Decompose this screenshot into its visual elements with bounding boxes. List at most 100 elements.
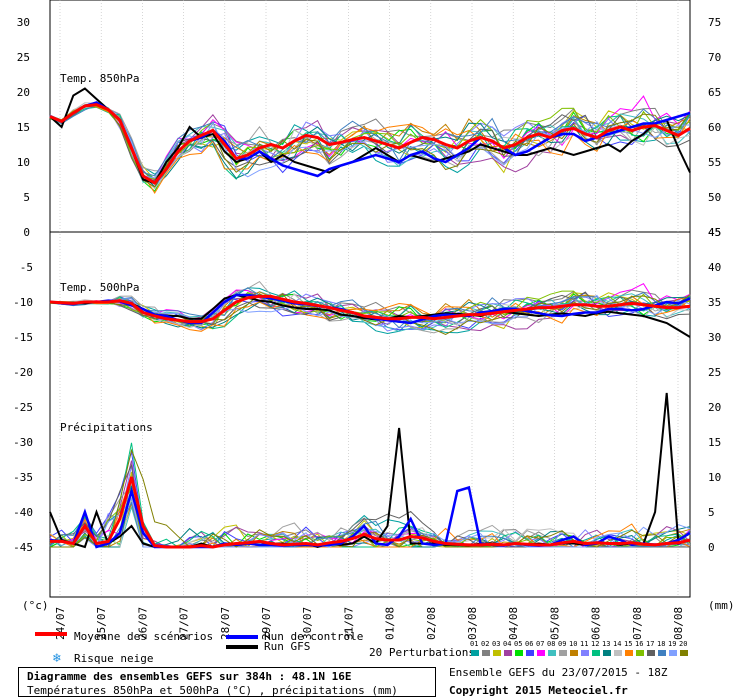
perturbation-color-box: [526, 650, 534, 656]
member-line-t500-15: [49, 295, 691, 332]
panel-frame-lower: [49, 231, 691, 598]
t850-right-tick: 50: [708, 191, 721, 204]
t500-left-tick: -20: [13, 366, 33, 379]
legend-gfs-label: Run GFS: [264, 640, 311, 653]
perturbation-color-box: [614, 650, 622, 656]
mean-line-precip: [50, 476, 691, 549]
date-tick-label: 08/08: [672, 607, 685, 640]
perturbation-color-box: [482, 650, 490, 656]
precip-right-tick: 25: [708, 366, 721, 379]
panel-title-t850: Temp. 850hPa: [60, 72, 139, 85]
legend-snow-label: Risque neige: [74, 652, 154, 665]
perturbation-number: 18: [657, 640, 666, 648]
t850-left-tick: 20: [17, 86, 30, 99]
panel-title-precip: Précipitations: [60, 421, 153, 434]
date-tick-label: 29/07: [260, 607, 273, 640]
date-tick-label: 07/08: [631, 607, 644, 640]
t850-left-tick: 30: [17, 16, 30, 29]
date-tick-label: 26/07: [136, 607, 149, 640]
perturbation-color-box: [570, 650, 578, 656]
member-line-t850-05: [49, 105, 691, 192]
legend-mean-label: Moyenne des scénarios: [74, 630, 214, 643]
date-tick-label: 02/08: [425, 607, 438, 640]
member-line-t850-04: [49, 105, 691, 183]
t850-left-tick: 25: [17, 51, 30, 64]
right-unit-label: (mm): [708, 599, 735, 612]
t500-left-tick: -10: [13, 296, 33, 309]
perturbation-number: 06: [525, 640, 534, 648]
precip-right-tick: 40: [708, 261, 721, 274]
perturbation-number: 10: [569, 640, 578, 648]
t850-left-tick: 5: [23, 191, 30, 204]
perturbation-color-box: [669, 650, 677, 656]
info-subtitle: Températures 850hPa et 500hPa (°C) , pré…: [27, 684, 398, 697]
perturbation-color-box: [636, 650, 644, 656]
perturbation-number: 03: [492, 640, 501, 648]
date-tick-label: 24/07: [54, 607, 67, 640]
perturbation-number: 09: [558, 640, 567, 648]
member-line-t850-02: [49, 103, 691, 185]
member-series: [49, 95, 691, 548]
perturbation-number: 07: [536, 640, 545, 648]
date-tick-label: 06/08: [590, 607, 603, 640]
member-line-t850-20: [49, 103, 691, 188]
axis-ticks: 30252015105075706560555045-5-10-15-20-25…: [13, 16, 721, 640]
t850-left-tick: 0: [23, 226, 30, 239]
member-line-t500-13: [49, 296, 691, 329]
t500-left-tick: -45: [13, 541, 33, 554]
perturbation-number: 20: [679, 640, 688, 648]
perturbation-color-box: [493, 650, 501, 656]
perturbation-number: 12: [591, 640, 600, 648]
copyright-label: Copyright 2015 Meteociel.fr: [449, 684, 628, 697]
perturbation-number: 04: [503, 640, 512, 648]
perturbation-color-box: [680, 650, 688, 656]
perturbation-color-box: [548, 650, 556, 656]
precip-right-tick: 35: [708, 296, 721, 309]
legend-mean-swatch: [35, 632, 67, 636]
info-box: Diagramme des ensembles GEFS sur 384h : …: [18, 667, 436, 697]
snowflake-icon: ❄: [53, 651, 61, 666]
t850-right-tick: 60: [708, 121, 721, 134]
perturbation-number: 14: [613, 640, 622, 648]
t500-left-tick: -5: [20, 261, 33, 274]
t500-left-tick: -35: [13, 471, 33, 484]
perturbation-number: 17: [646, 640, 655, 648]
plot-frame: [49, 0, 691, 598]
date-tick-label: 30/07: [301, 607, 314, 640]
perturbation-number: 08: [547, 640, 556, 648]
perturbation-color-box: [581, 650, 589, 656]
perturbation-number: 19: [668, 640, 677, 648]
main-series: [49, 87, 691, 549]
member-line-t850-15: [49, 105, 691, 194]
perturbation-number: 13: [602, 640, 611, 648]
left-unit-label: (°c): [22, 599, 49, 612]
member-line-t500-18: [49, 287, 691, 329]
t500-left-tick: -40: [13, 506, 33, 519]
date-tick-label: 28/07: [219, 607, 232, 640]
mean-line-t850: [49, 103, 691, 185]
perturbation-number: 11: [580, 640, 589, 648]
t850-right-tick: 55: [708, 156, 721, 169]
perturbation-color-box: [647, 650, 655, 656]
precip-right-tick: 30: [708, 331, 721, 344]
perturbation-number: 16: [635, 640, 644, 648]
member-line-t500-20: [49, 293, 691, 336]
perturbation-color-box: [559, 650, 567, 656]
t850-left-tick: 15: [17, 121, 30, 134]
precip-right-tick: 45: [708, 226, 721, 239]
member-line-t850-08: [49, 102, 691, 183]
gfs-line-precip: [49, 392, 691, 549]
t500-left-tick: -25: [13, 401, 33, 414]
t850-right-tick: 70: [708, 51, 721, 64]
legend-gfs-swatch: [226, 645, 258, 649]
perturbation-color-box: [537, 650, 545, 656]
precip-right-tick: 20: [708, 401, 721, 414]
date-tick-label: 01/08: [384, 607, 397, 640]
legend-control-swatch: [226, 635, 258, 639]
precip-right-tick: 15: [708, 436, 721, 449]
precip-right-tick: 0: [708, 541, 715, 554]
perturbation-color-box: [471, 650, 479, 656]
perturbation-color-box: [658, 650, 666, 656]
panel-frame-t850: [49, 0, 691, 233]
